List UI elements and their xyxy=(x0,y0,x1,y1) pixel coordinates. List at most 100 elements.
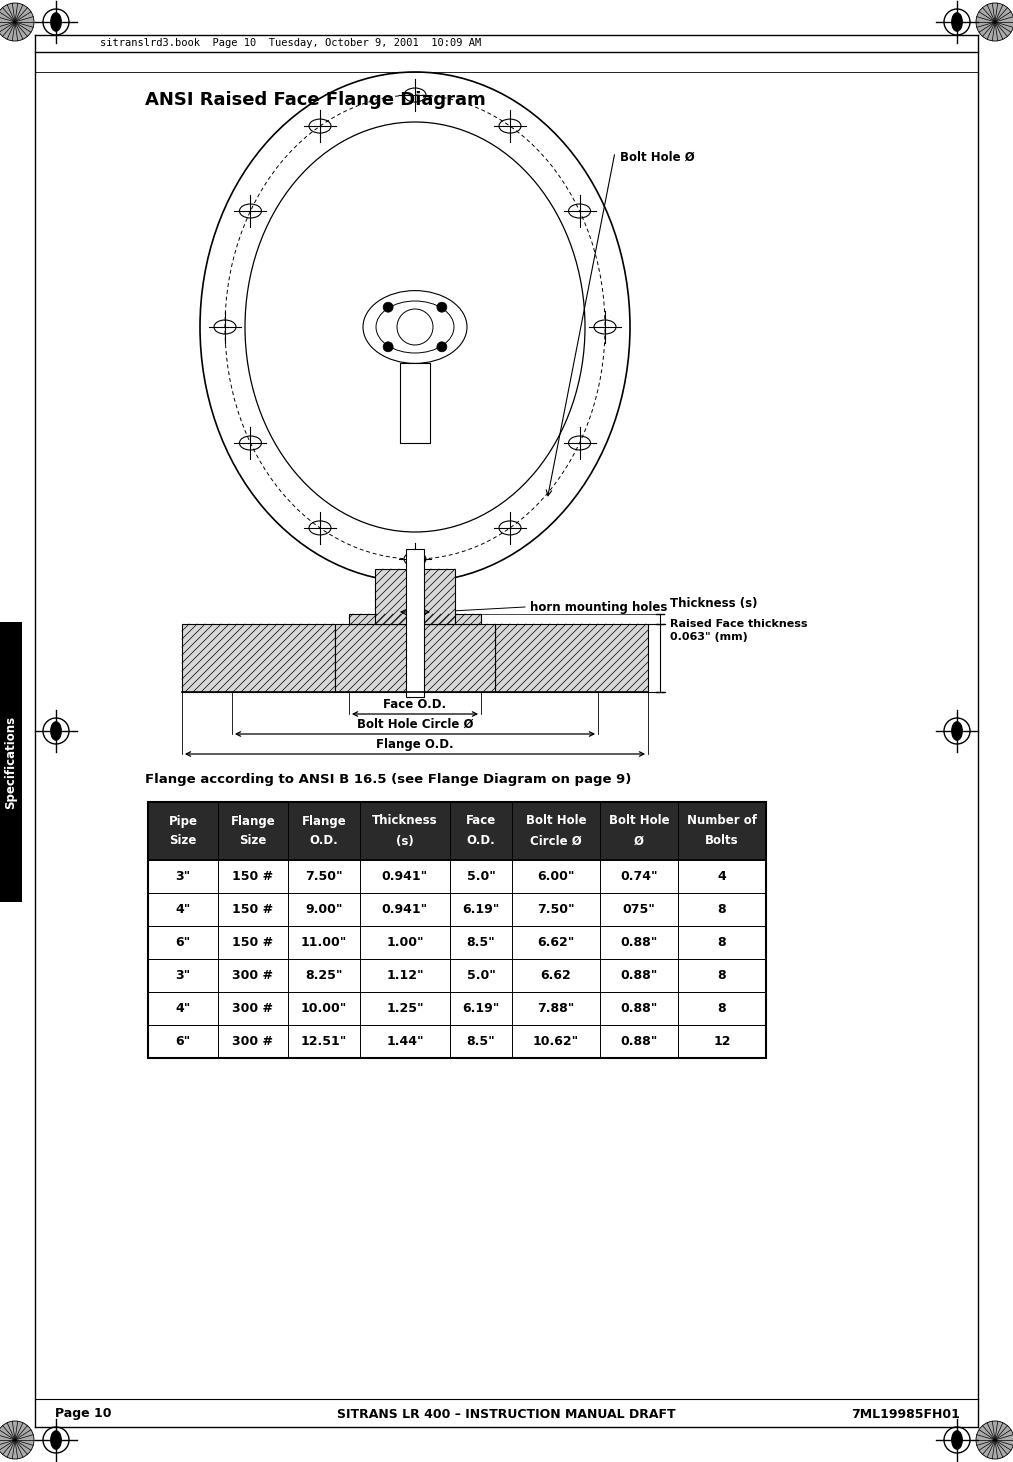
Text: Flange according to ANSI B 16.5 (see Flange Diagram on page 9): Flange according to ANSI B 16.5 (see Fla… xyxy=(145,772,631,785)
Text: 5.0": 5.0" xyxy=(467,969,495,982)
Ellipse shape xyxy=(952,13,962,31)
Text: 6.19": 6.19" xyxy=(462,904,499,917)
Circle shape xyxy=(0,1421,34,1459)
Text: 8.5": 8.5" xyxy=(467,936,495,949)
Text: 8: 8 xyxy=(717,936,726,949)
Bar xyxy=(148,893,766,925)
Text: 150 #: 150 # xyxy=(232,904,274,917)
Text: 1.00": 1.00" xyxy=(386,936,423,949)
Text: O.D.: O.D. xyxy=(467,835,495,848)
Text: Thickness (s): Thickness (s) xyxy=(670,598,758,611)
Bar xyxy=(148,925,766,959)
Text: Specifications: Specifications xyxy=(4,715,17,808)
Text: 4": 4" xyxy=(175,904,190,917)
Text: 12: 12 xyxy=(713,1035,730,1048)
Text: 0.941": 0.941" xyxy=(382,870,428,883)
Text: 1.44": 1.44" xyxy=(386,1035,423,1048)
Text: horn mounting holes: horn mounting holes xyxy=(530,601,668,614)
Text: 6.19": 6.19" xyxy=(462,1001,499,1015)
Text: 300 #: 300 # xyxy=(233,1035,274,1048)
Text: 6.62": 6.62" xyxy=(537,936,574,949)
Text: 7.50": 7.50" xyxy=(537,904,574,917)
Text: Ø: Ø xyxy=(634,835,644,848)
Text: Raised Face thickness
0.063" (mm): Raised Face thickness 0.063" (mm) xyxy=(670,618,807,642)
Text: 10.00": 10.00" xyxy=(301,1001,347,1015)
Text: 8: 8 xyxy=(717,904,726,917)
Bar xyxy=(406,550,424,697)
Text: Flange O.D.: Flange O.D. xyxy=(376,738,454,751)
Text: sitranslrd3.book  Page 10  Tuesday, October 9, 2001  10:09 AM: sitranslrd3.book Page 10 Tuesday, Octobe… xyxy=(100,38,481,48)
Text: 1.25": 1.25" xyxy=(386,1001,423,1015)
Text: 9.00": 9.00" xyxy=(305,904,342,917)
Text: 8: 8 xyxy=(717,969,726,982)
Ellipse shape xyxy=(51,1431,61,1449)
Text: 6.00": 6.00" xyxy=(537,870,574,883)
Text: O.D.: O.D. xyxy=(310,835,338,848)
Bar xyxy=(148,803,766,1058)
Text: Bolt Hole Ø: Bolt Hole Ø xyxy=(620,151,695,164)
Bar xyxy=(148,959,766,993)
Bar xyxy=(495,624,648,692)
Bar xyxy=(148,860,766,893)
Text: Circle Ø: Circle Ø xyxy=(530,835,581,848)
Text: 7.88": 7.88" xyxy=(537,1001,574,1015)
Circle shape xyxy=(383,303,393,313)
Text: 11.00": 11.00" xyxy=(301,936,347,949)
Text: 300 #: 300 # xyxy=(233,1001,274,1015)
Text: Thickness: Thickness xyxy=(372,814,438,827)
Text: Flange: Flange xyxy=(302,814,346,827)
Bar xyxy=(148,993,766,1025)
Text: SITRANS LR 400 – INSTRUCTION MANUAL DRAFT: SITRANS LR 400 – INSTRUCTION MANUAL DRAF… xyxy=(336,1408,676,1421)
Text: 075": 075" xyxy=(623,904,655,917)
Text: Bolt Hole Circle Ø: Bolt Hole Circle Ø xyxy=(357,718,473,731)
Text: (s): (s) xyxy=(396,835,414,848)
Text: ANSI Raised Face Flange Diagram: ANSI Raised Face Flange Diagram xyxy=(145,91,486,110)
Text: 12.51": 12.51" xyxy=(301,1035,347,1048)
Bar xyxy=(0,621,22,902)
Bar xyxy=(148,803,766,860)
Text: Bolt Hole: Bolt Hole xyxy=(526,814,587,827)
Text: 7.50": 7.50" xyxy=(305,870,342,883)
Text: 6": 6" xyxy=(175,1035,190,1048)
Text: 150 #: 150 # xyxy=(232,936,274,949)
Text: Flange: Flange xyxy=(231,814,276,827)
Text: 6": 6" xyxy=(175,936,190,949)
Circle shape xyxy=(437,303,447,313)
Ellipse shape xyxy=(51,13,61,31)
Text: 10.62": 10.62" xyxy=(533,1035,579,1048)
Circle shape xyxy=(976,1421,1013,1459)
Text: 8.25": 8.25" xyxy=(305,969,342,982)
Text: 3": 3" xyxy=(175,870,190,883)
Text: Bolt Hole: Bolt Hole xyxy=(609,814,670,827)
Text: 8: 8 xyxy=(717,1001,726,1015)
Ellipse shape xyxy=(51,722,61,740)
Text: Face O.D.: Face O.D. xyxy=(384,697,447,711)
Bar xyxy=(349,614,481,624)
Text: Size: Size xyxy=(239,835,266,848)
Text: Number of: Number of xyxy=(687,814,757,827)
Text: Face: Face xyxy=(466,814,496,827)
Text: 0.941": 0.941" xyxy=(382,904,428,917)
Text: 0.88": 0.88" xyxy=(620,936,657,949)
Text: 7ML19985FH01: 7ML19985FH01 xyxy=(851,1408,960,1421)
Text: 6.62: 6.62 xyxy=(541,969,571,982)
Circle shape xyxy=(0,3,34,41)
Text: Bolts: Bolts xyxy=(705,835,738,848)
Text: 4": 4" xyxy=(175,1001,190,1015)
Ellipse shape xyxy=(952,1431,962,1449)
Text: 0.74": 0.74" xyxy=(620,870,657,883)
Text: 4: 4 xyxy=(717,870,726,883)
Text: 300 #: 300 # xyxy=(233,969,274,982)
Circle shape xyxy=(437,342,447,352)
Bar xyxy=(182,624,335,692)
Bar xyxy=(400,364,430,443)
Bar xyxy=(148,1025,766,1058)
Text: 8.5": 8.5" xyxy=(467,1035,495,1048)
Text: 0.88": 0.88" xyxy=(620,969,657,982)
Text: 5.0": 5.0" xyxy=(467,870,495,883)
Text: Page 10: Page 10 xyxy=(55,1408,111,1421)
Text: 0.88": 0.88" xyxy=(620,1001,657,1015)
Ellipse shape xyxy=(952,722,962,740)
Text: Pipe: Pipe xyxy=(168,814,198,827)
Text: Size: Size xyxy=(169,835,197,848)
